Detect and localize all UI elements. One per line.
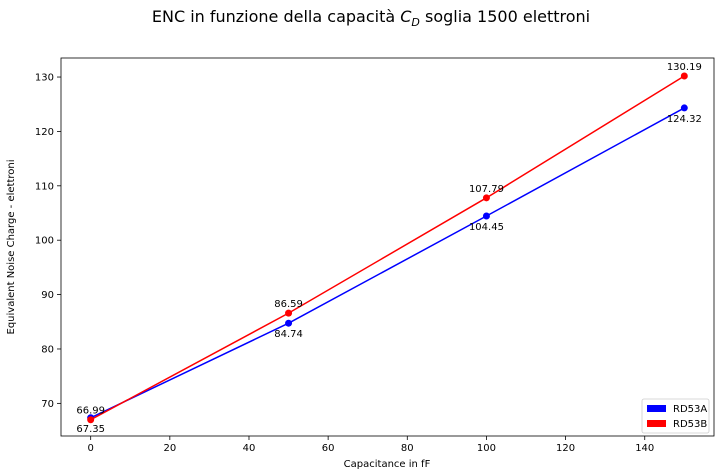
legend-label-rd53b: RD53B (673, 419, 707, 430)
legend-label-rd53a: RD53A (673, 404, 707, 415)
x-tick-label: 0 (87, 443, 93, 454)
data-point-rd53b (482, 194, 490, 202)
data-point-rd53a (285, 319, 293, 327)
data-label-rd53a: 84.74 (274, 329, 303, 340)
data-point-rd53b (680, 72, 688, 80)
legend-swatch-rd53b (647, 420, 666, 427)
data-label-rd53b: 130.19 (667, 62, 702, 73)
x-axis-ticks: 0 20 40 60 80 100 120 140 (87, 436, 654, 454)
y-tick-label: 110 (35, 181, 54, 192)
x-tick-label: 60 (322, 443, 335, 454)
y-axis-label: Equivalent Noise Charge - elettroni (6, 159, 17, 334)
y-tick-label: 130 (35, 73, 54, 84)
x-tick-label: 120 (556, 443, 575, 454)
series-line-rd53b (90, 75, 685, 421)
data-label-rd53a: 124.32 (667, 114, 702, 125)
data-point-rd53b (87, 416, 95, 424)
plot-area-frame (60, 57, 715, 437)
x-tick-label: 40 (243, 443, 256, 454)
x-tick-label: 100 (477, 443, 496, 454)
data-label-rd53b: 86.59 (274, 299, 303, 310)
y-axis-ticks: 70 80 90 100 110 120 130 (35, 73, 61, 410)
legend: RD53A RD53B (641, 398, 710, 434)
chart-title: ENC in funzione della capacità CD soglia… (152, 7, 590, 29)
data-label-rd53a: 67.35 (76, 424, 105, 435)
y-tick-label: 90 (41, 290, 54, 301)
data-point-rd53a (482, 212, 490, 220)
data-point-rd53a (680, 104, 688, 112)
data-label-rd53a: 104.45 (469, 222, 504, 233)
y-tick-label: 70 (41, 399, 54, 410)
series-line-rd53a (90, 107, 685, 419)
legend-swatch-rd53a (647, 405, 666, 412)
x-axis-label: Capacitance in fF (344, 459, 431, 470)
x-tick-label: 80 (401, 443, 414, 454)
y-tick-label: 80 (41, 344, 54, 355)
data-label-rd53b: 107.79 (469, 184, 504, 195)
y-tick-label: 100 (35, 236, 54, 247)
x-tick-label: 20 (163, 443, 176, 454)
series-layer: 67.35 84.74 104.45 124.32 66.99 86.59 107.79 13… (76, 62, 701, 435)
y-tick-label: 120 (35, 127, 54, 138)
data-label-rd53b: 66.99 (76, 406, 105, 417)
data-point-rd53b (285, 309, 293, 317)
x-tick-label: 140 (635, 443, 654, 454)
